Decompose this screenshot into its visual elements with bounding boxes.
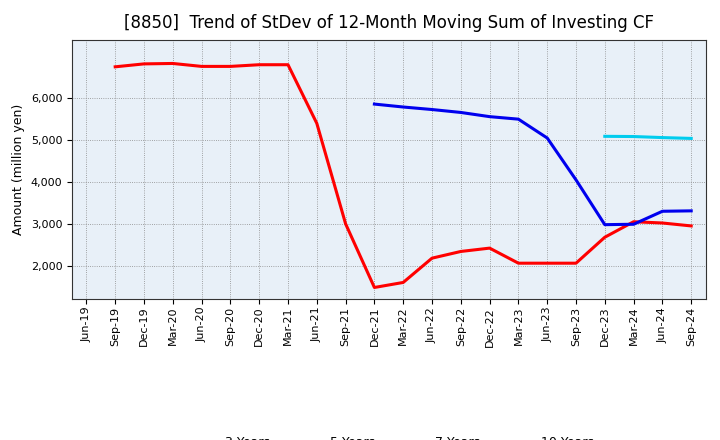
5 Years [543,136,552,141]
3 Years [140,61,148,66]
5 Years [687,208,696,213]
3 Years [255,62,264,67]
7 Years [687,136,696,141]
3 Years [284,62,292,67]
7 Years [600,134,609,139]
3 Years [428,256,436,261]
Legend: 3 Years, 5 Years, 7 Years, 10 Years: 3 Years, 5 Years, 7 Years, 10 Years [179,431,598,440]
3 Years [572,260,580,266]
3 Years [543,260,552,266]
3 Years [111,64,120,70]
3 Years [168,61,177,66]
Line: 5 Years: 5 Years [374,104,691,225]
3 Years [658,220,667,226]
3 Years [341,221,350,227]
3 Years [629,219,638,224]
3 Years [456,249,465,254]
5 Years [572,177,580,183]
5 Years [485,114,494,119]
5 Years [370,102,379,107]
3 Years [485,246,494,251]
3 Years [687,223,696,228]
5 Years [514,117,523,122]
3 Years [312,121,321,126]
3 Years [197,64,206,69]
Title: [8850]  Trend of StDev of 12-Month Moving Sum of Investing CF: [8850] Trend of StDev of 12-Month Moving… [124,15,654,33]
Line: 7 Years: 7 Years [605,136,691,139]
5 Years [600,222,609,227]
3 Years [399,280,408,285]
Y-axis label: Amount (million yen): Amount (million yen) [12,104,25,235]
3 Years [226,64,235,69]
3 Years [370,285,379,290]
5 Years [658,209,667,214]
Line: 3 Years: 3 Years [115,63,691,287]
7 Years [629,134,638,139]
5 Years [456,110,465,115]
7 Years [658,135,667,140]
5 Years [629,222,638,227]
5 Years [399,104,408,110]
3 Years [514,260,523,266]
3 Years [600,235,609,240]
5 Years [428,107,436,112]
